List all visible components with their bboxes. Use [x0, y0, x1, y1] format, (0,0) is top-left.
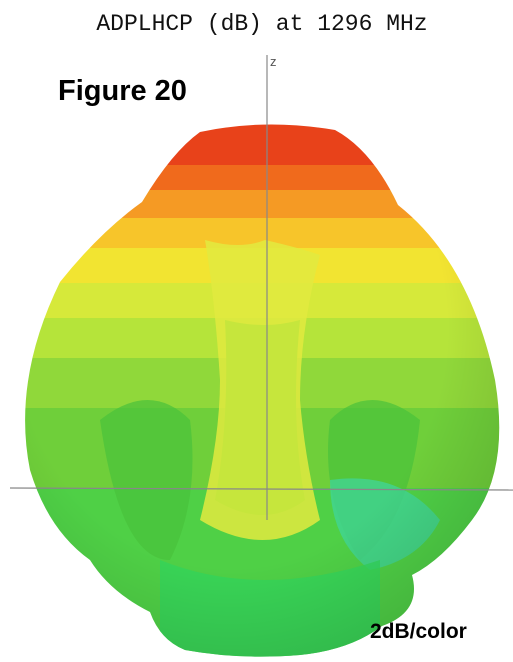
figure-title: ADPLHCP (dB) at 1296 MHz — [96, 11, 427, 37]
figure-label: Figure 20 — [58, 75, 187, 107]
horizontal-axis — [9, 487, 513, 491]
axis-label: z — [270, 54, 277, 69]
radiation-pattern — [25, 124, 500, 657]
scale-note: 2dB/color — [370, 620, 467, 643]
